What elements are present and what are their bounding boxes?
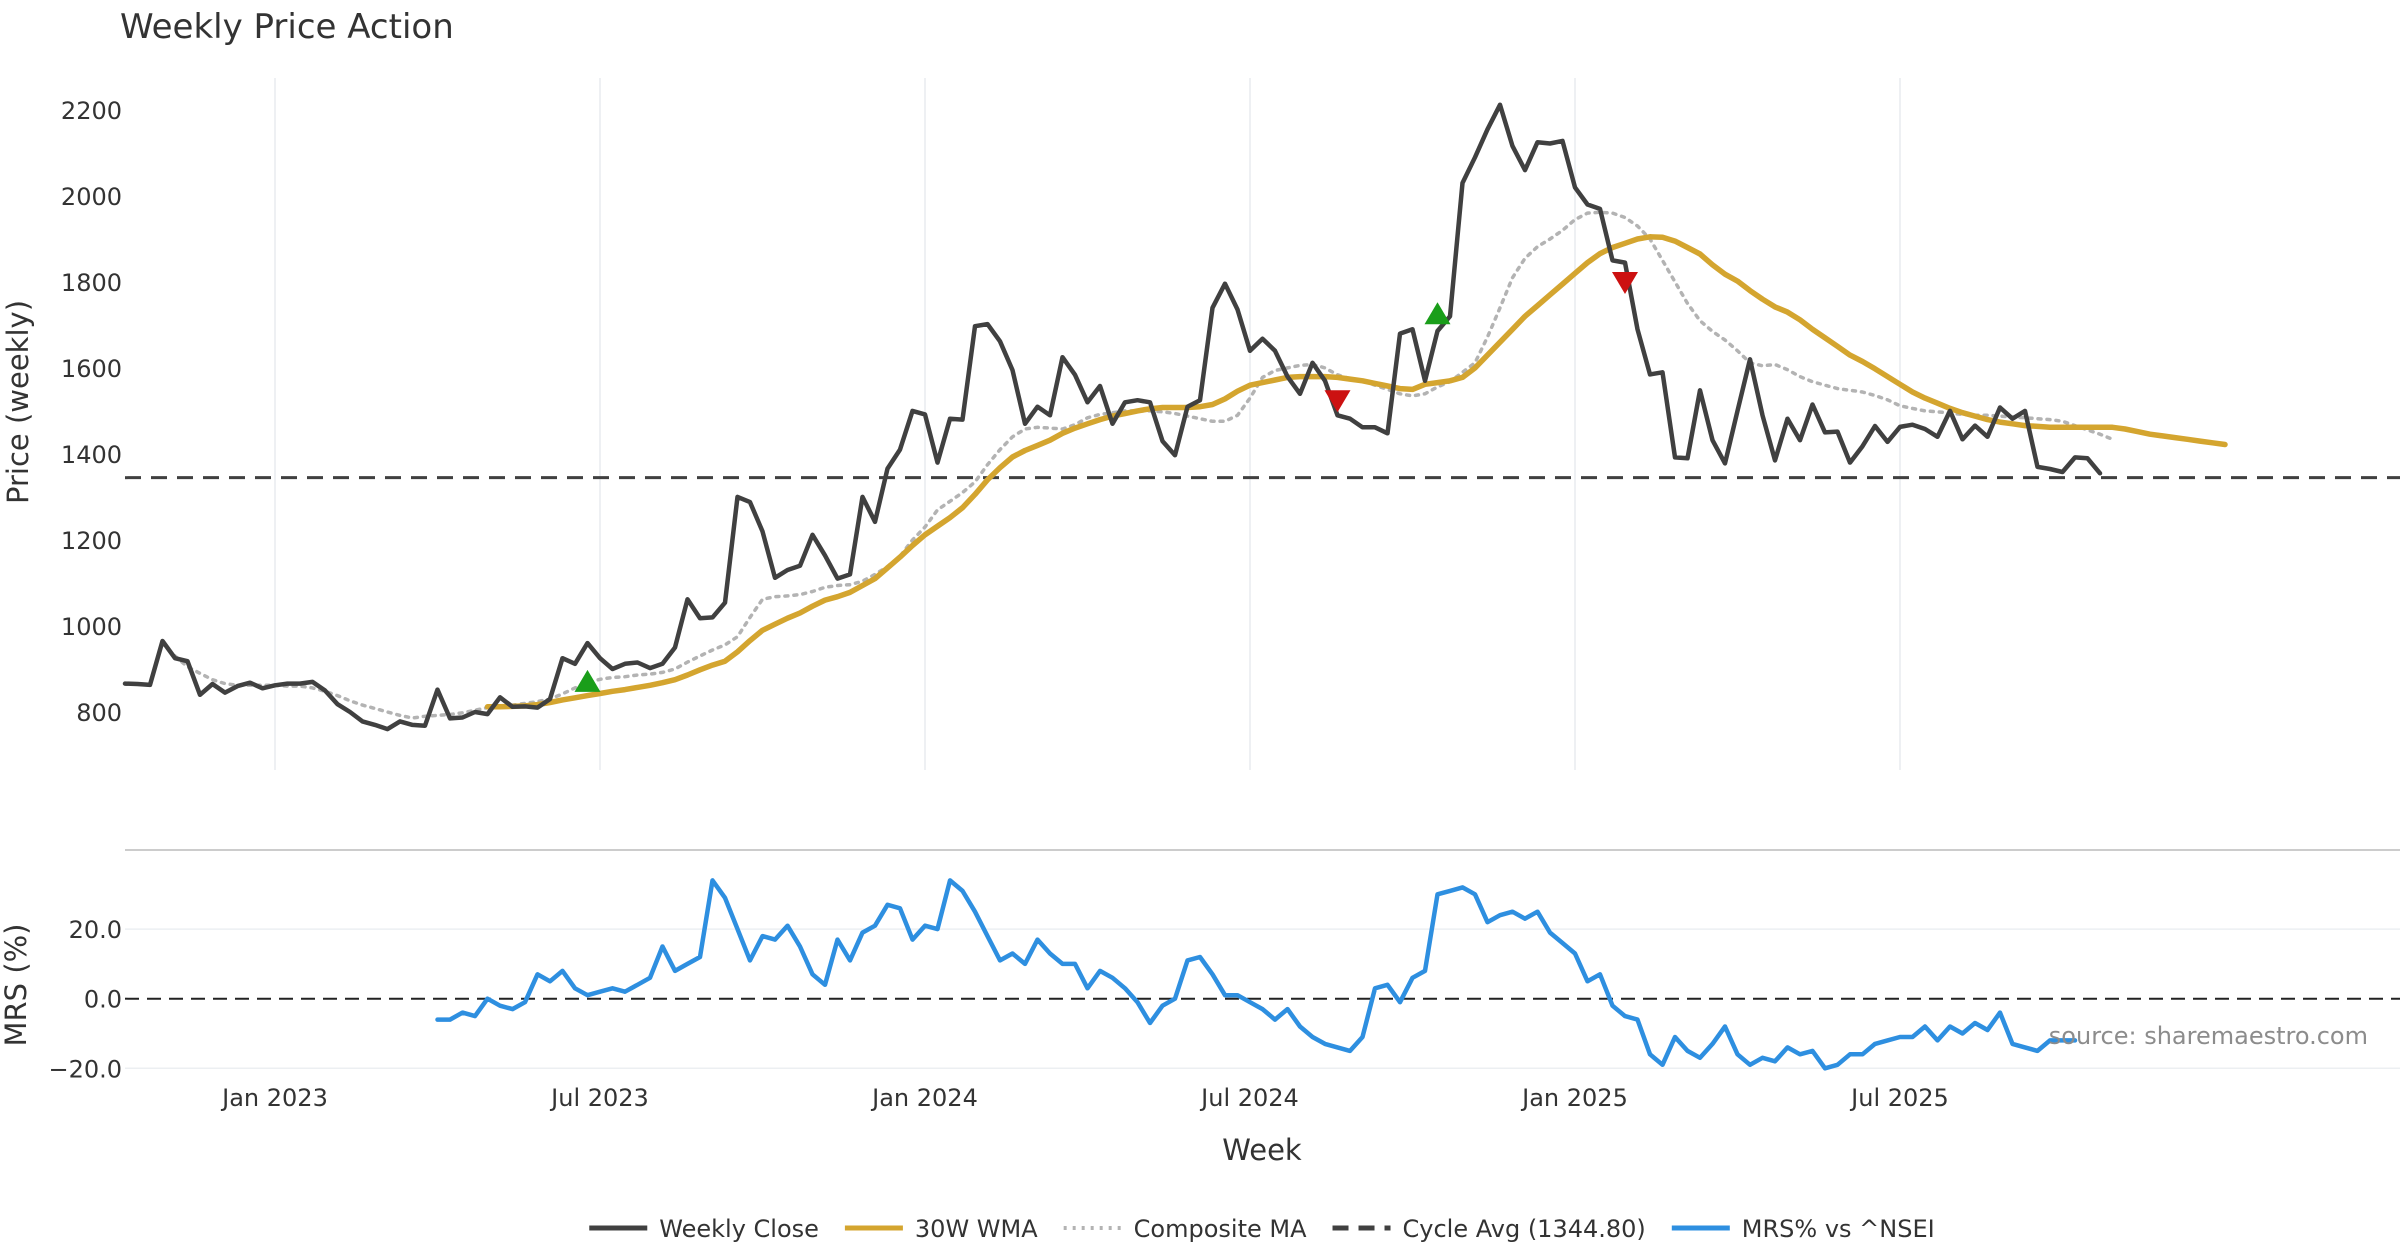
legend-label: Cycle Avg (1344.80) (1403, 1215, 1646, 1243)
legend-item: 30W WMA (844, 1215, 1038, 1243)
legend-label: Weekly Close (659, 1215, 819, 1243)
x-axis-label: Week (1222, 1133, 1302, 1167)
legend-item: MRS% vs ^NSEI (1671, 1215, 1935, 1243)
x-ticks: Jan 2023 Jul 2023 Jan 2024 Jul 2024 Jan 2025… (220, 1084, 1949, 1112)
price-y-tick-label: 2000 (61, 183, 122, 211)
x-tick-label: Jul 2023 (549, 1084, 649, 1112)
buy-signal-marker (1424, 302, 1451, 325)
buy-signal-marker (574, 669, 601, 692)
price-y-tick-label: 800 (76, 699, 122, 727)
mrs-y-tick-label: 0.0 (84, 986, 122, 1014)
legend: Weekly Close 30W WMA Composite MA Cycle Avg… (589, 1215, 1935, 1243)
mrs-line (435, 878, 2078, 1071)
mrs-series (435, 878, 2078, 1071)
mrs-grid (125, 928, 2400, 1070)
price-y-tick-label: 1000 (61, 613, 122, 641)
composite-ma-line (173, 210, 2115, 720)
legend-item: Cycle Avg (1344.80) (1332, 1215, 1646, 1243)
chart-title: Weekly Price Action (120, 7, 454, 47)
mrs-y-tick-label: −20.0 (48, 1055, 122, 1083)
sell-signal-marker (1324, 390, 1351, 413)
x-tick-label: Jul 2025 (1849, 1084, 1949, 1112)
x-tick-label: Jan 2025 (1520, 1084, 1628, 1112)
mrs-y-tick-label: 20.0 (69, 916, 122, 944)
mrs-y-axis-label: MRS (%) (0, 924, 33, 1047)
price-y-tick-label: 2200 (61, 97, 122, 125)
price-y-tick-label: 1600 (61, 355, 122, 383)
weekly-close-line (122, 102, 2103, 732)
legend-label: MRS% vs ^NSEI (1742, 1215, 1935, 1243)
price-y-tick-label: 1400 (61, 441, 122, 469)
price-y-ticks: 800 1000 1200 1400 1600 1800 2000 2200 (61, 97, 122, 727)
mrs-y-ticks: 20.0 0.0 −20.0 (48, 916, 122, 1083)
legend-label: 30W WMA (915, 1215, 1038, 1243)
price-grid (274, 78, 1901, 770)
price-y-tick-label: 1200 (61, 527, 122, 555)
legend-item: Composite MA (1063, 1215, 1307, 1243)
x-tick-label: Jan 2023 (220, 1084, 328, 1112)
x-tick-label: Jan 2024 (870, 1084, 978, 1112)
sell-signal-marker (1612, 271, 1638, 294)
x-tick-label: Jul 2024 (1199, 1084, 1299, 1112)
price-y-axis-label: Price (weekly) (1, 300, 35, 504)
price-y-tick-label: 1800 (61, 269, 122, 297)
signal-markers (574, 271, 1638, 692)
legend-label: Composite MA (1134, 1215, 1307, 1243)
source-note: source: sharemaestro.com (2049, 1022, 2368, 1050)
30w-wma-line (484, 234, 2228, 710)
legend-item: Weekly Close (589, 1215, 819, 1243)
price-series (122, 102, 2400, 732)
